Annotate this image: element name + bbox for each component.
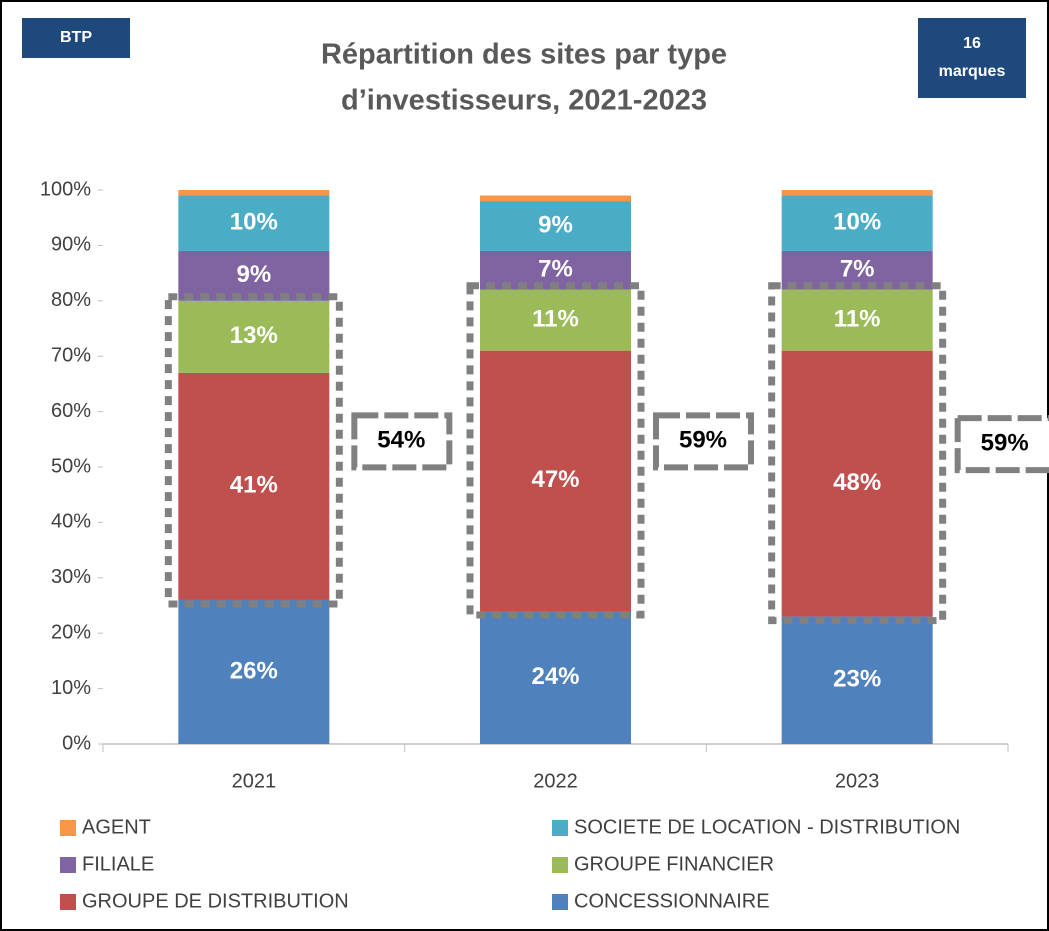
data-label: 10% bbox=[833, 209, 881, 236]
legend-swatch bbox=[60, 894, 76, 910]
highlight-box bbox=[466, 282, 645, 619]
data-label: 13% bbox=[230, 322, 278, 349]
y-tick-label: 80% bbox=[51, 289, 91, 311]
annotation: 59% bbox=[981, 429, 1029, 456]
annotation-box bbox=[351, 412, 453, 471]
legend-label: AGENT bbox=[82, 816, 151, 838]
bar-segment bbox=[480, 195, 631, 202]
data-label: 26% bbox=[230, 657, 278, 684]
legend-label: FILIALE bbox=[82, 853, 154, 875]
bar-segment bbox=[781, 190, 933, 196]
y-tick-label: 50% bbox=[51, 455, 91, 477]
bar-segment bbox=[178, 195, 330, 251]
data-label: 7% bbox=[840, 256, 875, 283]
data-label: 41% bbox=[230, 472, 278, 499]
bar-segment bbox=[480, 201, 631, 251]
legend-label: GROUPE FINANCIER bbox=[574, 853, 774, 875]
bar-segment bbox=[781, 195, 933, 251]
data-label: 23% bbox=[833, 666, 881, 693]
legend-label: SOCIETE DE LOCATION - DISTRIBUTION bbox=[574, 816, 960, 838]
legend-swatch bbox=[60, 857, 76, 873]
data-label: 9% bbox=[538, 211, 573, 238]
bar-segment bbox=[178, 190, 330, 196]
bar-segment bbox=[781, 616, 933, 744]
bar-segment bbox=[781, 350, 933, 617]
legend-swatch bbox=[552, 894, 568, 910]
annotation: 59% bbox=[679, 427, 727, 454]
legend-label: GROUPE DE DISTRIBUTION bbox=[82, 890, 349, 912]
bar-segment bbox=[781, 289, 933, 351]
data-label: 7% bbox=[538, 256, 573, 283]
y-tick-label: 100% bbox=[40, 178, 91, 200]
bar-segment bbox=[178, 300, 330, 373]
y-tick-label: 10% bbox=[51, 677, 91, 699]
legend-swatch bbox=[552, 857, 568, 873]
data-label: 9% bbox=[236, 261, 271, 288]
y-tick-label: 0% bbox=[62, 732, 91, 754]
annotation: 54% bbox=[377, 427, 425, 454]
badge bbox=[918, 18, 1026, 98]
y-tick-label: 70% bbox=[51, 344, 91, 366]
chart-title: d’investisseurs, 2021-2023 bbox=[341, 85, 707, 117]
data-label: 24% bbox=[531, 663, 579, 690]
bar-segment bbox=[178, 372, 330, 600]
chart-title: Répartition des sites par type bbox=[321, 39, 727, 71]
highlight-box bbox=[768, 282, 947, 625]
badge-text: BTP bbox=[60, 29, 92, 46]
y-tick-label: 20% bbox=[51, 621, 91, 643]
y-tick-label: 30% bbox=[51, 566, 91, 588]
annotation-box bbox=[653, 412, 754, 471]
x-tick-label: 2023 bbox=[835, 770, 880, 792]
x-tick-label: 2021 bbox=[232, 770, 277, 792]
legend-label: CONCESSIONNAIRE bbox=[574, 890, 770, 912]
annotation-box bbox=[954, 415, 1049, 474]
data-label: 47% bbox=[531, 466, 579, 493]
highlight-box bbox=[164, 293, 343, 608]
bar-segment bbox=[480, 350, 631, 612]
bar-segment bbox=[480, 289, 631, 351]
data-label: 11% bbox=[834, 306, 881, 333]
bar-segment bbox=[178, 599, 330, 744]
legend-swatch bbox=[552, 820, 568, 836]
data-label: 11% bbox=[532, 306, 579, 333]
bar-segment bbox=[178, 250, 330, 301]
y-tick-label: 90% bbox=[51, 234, 91, 256]
badge-text: marques bbox=[939, 63, 1006, 80]
bar-segment bbox=[480, 611, 631, 744]
legend-swatch bbox=[60, 820, 76, 836]
data-label: 10% bbox=[230, 209, 278, 236]
data-label: 48% bbox=[833, 469, 881, 496]
y-tick-label: 60% bbox=[51, 400, 91, 422]
y-tick-label: 40% bbox=[51, 511, 91, 533]
badge-text: 16 bbox=[963, 35, 981, 52]
x-tick-label: 2022 bbox=[533, 770, 578, 792]
badge bbox=[22, 18, 130, 58]
